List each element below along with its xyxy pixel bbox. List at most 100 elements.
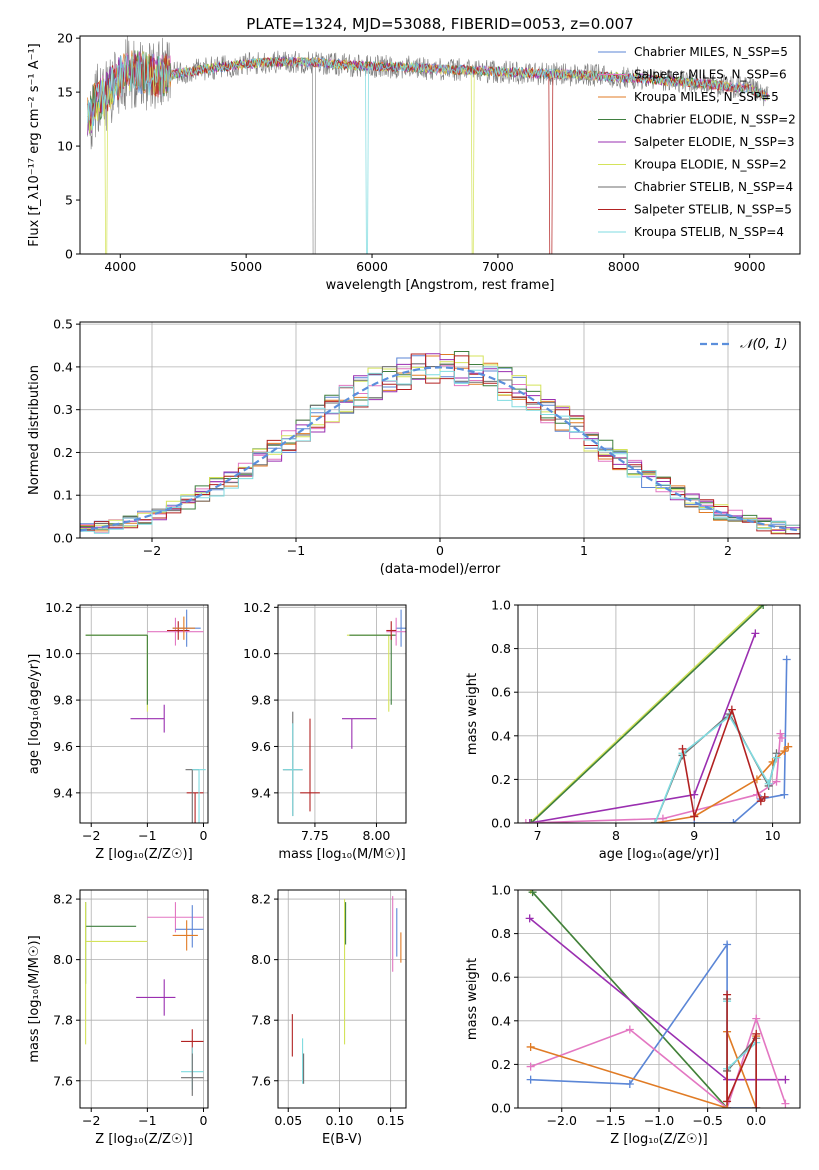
y-tick-label: 9.4 <box>53 785 73 800</box>
y-tick-label: 1.0 <box>491 883 511 898</box>
panel-weight-vs-Z: −2.0 −1.5 −1.0 −0.5 0.0 0.0 0.2 0.4 0.6 0.8 1.0 Z [… <box>465 883 801 1147</box>
legend-label: Kroupa MILES, N_SSP=5 <box>634 90 779 104</box>
legend-label: Chabrier ELODIE, N_SSP=2 <box>634 113 796 127</box>
weight-marker <box>651 819 660 823</box>
weight-marker <box>772 777 781 786</box>
x-tick-label: −1 <box>287 543 305 558</box>
weight-marker <box>521 819 530 823</box>
y-tick-label: 8.0 <box>251 952 271 967</box>
weight-marker <box>752 1029 761 1038</box>
weight-marker <box>729 819 738 823</box>
plot-area <box>521 605 793 823</box>
x-tick-label: 5000 <box>230 259 262 274</box>
legend-label: Kroupa STELIB, N_SSP=4 <box>634 225 784 239</box>
axes-frame <box>277 604 407 824</box>
x-tick-label: 2 <box>724 543 732 558</box>
y-axis-label: Flux [f_λ10⁻¹⁷ erg cm⁻² s⁻¹ A⁻¹] <box>27 43 42 247</box>
weight-marker <box>723 1097 732 1106</box>
x-tick-label: 0.05 <box>274 1113 302 1128</box>
x-tick-label: 0 <box>200 828 208 843</box>
weight-line <box>654 712 778 823</box>
weight-marker <box>776 729 785 738</box>
y-tick-label: 9.6 <box>251 739 271 754</box>
x-tick-label: 9 <box>690 828 698 843</box>
x-tick-label: −2 <box>143 543 161 558</box>
x-tick-label: 8.00 <box>363 828 391 843</box>
x-tick-label: −1 <box>138 828 156 843</box>
panel-age-vs-Z: −2 −1 0 9.4 9.6 9.8 10.0 10.2 Z [log₁₀(Z/Z☉)] age… <box>27 600 209 862</box>
x-axis-label: E(B-V) <box>322 1132 362 1147</box>
y-tick-label: 0.4 <box>53 359 73 374</box>
weight-marker <box>782 655 791 664</box>
weight-marker <box>759 605 768 609</box>
weight-line <box>529 605 762 823</box>
plot-area <box>282 609 406 817</box>
x-tick-label: −2 <box>82 828 100 843</box>
legend-label: Chabrier MILES, N_SSP=5 <box>634 45 788 59</box>
y-axis-label: mass [log₁₀(M/M☉)] <box>27 935 42 1062</box>
x-tick-label: 0.0 <box>746 1113 766 1128</box>
weight-marker <box>723 990 732 999</box>
legend-label: Kroupa ELODIE, N_SSP=2 <box>634 158 787 172</box>
y-tick-label: 0.0 <box>491 1101 511 1116</box>
weight-line <box>530 1031 758 1108</box>
x-tick-label: 10 <box>765 828 781 843</box>
weight-marker <box>525 819 534 823</box>
y-tick-label: 10.2 <box>243 600 271 615</box>
y-tick-label: 0.2 <box>491 1057 511 1072</box>
axes-frame <box>79 35 801 255</box>
y-tick-label: 0.8 <box>491 926 511 941</box>
y-tick-label: 9.6 <box>53 739 73 754</box>
y-tick-label: 0.0 <box>53 531 73 546</box>
y-tick-label: 0 <box>65 247 73 262</box>
x-tick-label: 7.75 <box>301 828 329 843</box>
x-axis-label: (data-model)/error <box>380 562 501 577</box>
weight-marker <box>751 629 760 638</box>
panel-age-vs-mass: 7.75 8.00 9.4 9.6 9.8 10.0 10.2 mass [log₁₀(M/M… <box>243 600 407 862</box>
x-tick-label: 0 <box>200 1113 208 1128</box>
plot-area <box>525 890 790 1108</box>
weight-marker <box>526 1062 535 1071</box>
weight-line <box>726 994 758 1108</box>
weight-marker <box>625 1080 634 1089</box>
plot-area <box>85 902 204 1096</box>
x-tick-label: 0.15 <box>377 1113 405 1128</box>
weight-marker <box>727 705 736 714</box>
weight-marker <box>690 790 699 799</box>
x-tick-label: −1 <box>138 1113 156 1128</box>
weight-marker <box>678 744 687 753</box>
y-tick-label: 0.2 <box>491 772 511 787</box>
weight-line <box>529 633 757 823</box>
y-tick-label: 0.8 <box>491 641 511 656</box>
y-tick-label: 0.6 <box>491 685 511 700</box>
y-tick-label: 8.0 <box>53 952 73 967</box>
x-tick-label: 7 <box>534 828 542 843</box>
plot-area <box>87 36 769 254</box>
legend-label: Salpeter MILES, N_SSP=6 <box>634 68 787 82</box>
x-tick-label: 4000 <box>104 259 136 274</box>
gaussian-curve <box>80 366 800 532</box>
plot-area <box>291 896 402 1084</box>
legend-label: Salpeter ELODIE, N_SSP=3 <box>634 135 795 149</box>
weight-marker <box>781 1075 790 1084</box>
y-tick-label: 0.1 <box>53 488 73 503</box>
legend: Chabrier MILES, N_SSP=5 Salpeter MILES, N… <box>598 45 796 239</box>
panel-mass-vs-Z: −2 −1 0 7.6 7.8 8.0 8.2 Z [log₁₀(Z/Z☉)] mass [lo… <box>27 889 209 1147</box>
legend-label: Salpeter STELIB, N_SSP=5 <box>634 203 792 217</box>
x-tick-label: 8000 <box>608 259 640 274</box>
y-tick-label: 0.3 <box>53 402 73 417</box>
y-tick-label: 10.0 <box>45 646 73 661</box>
weight-marker <box>772 753 781 762</box>
panel-spectrum: Chabrier MILES, N_SSP=5 Salpeter MILES, N… <box>27 31 801 293</box>
x-tick-label: 8 <box>612 828 620 843</box>
x-axis-label: Z [log₁₀(Z/Z☉)] <box>610 1132 707 1147</box>
y-tick-label: 1.0 <box>491 598 511 613</box>
y-tick-label: 0.4 <box>491 728 511 743</box>
weight-marker <box>625 1025 634 1034</box>
panel-weight-vs-age: 7 8 9 10 0.0 0.2 0.4 0.6 0.8 1.0 age [log₁₀(age/yr… <box>465 598 801 862</box>
x-tick-label: −2.0 <box>547 1113 577 1128</box>
y-tick-label: 9.8 <box>53 693 73 708</box>
weight-marker <box>784 742 793 751</box>
weight-marker <box>528 890 537 897</box>
